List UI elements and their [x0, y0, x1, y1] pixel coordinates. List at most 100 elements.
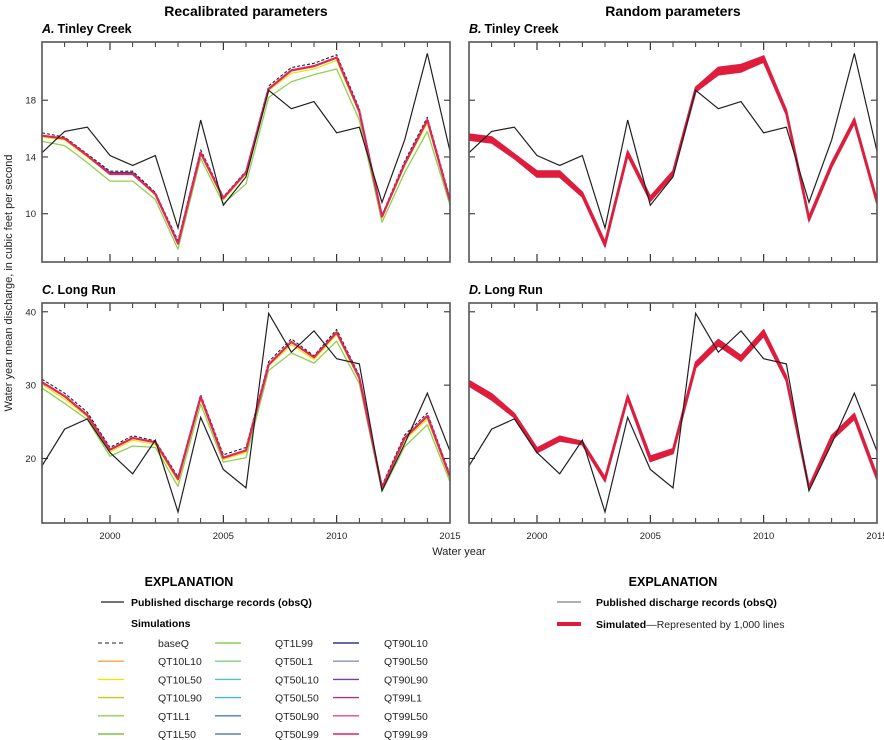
legend-item-qt90l50: QT90L50 [333, 656, 428, 668]
legend-label: QT50L99 [275, 729, 319, 740]
legend-label: QT1L1 [158, 711, 190, 723]
legend-label: QT99L50 [384, 711, 428, 723]
legend-label: QT90L10 [384, 638, 428, 650]
legend-item-qt50l90: QT50L90 [215, 711, 319, 723]
plot-frame [41, 41, 451, 263]
legend-sim-heading: Simulations [131, 618, 191, 630]
observed-line [42, 53, 450, 231]
observed-line [42, 311, 450, 515]
legend-label: QT50L90 [275, 711, 319, 723]
series-line-qt10l50 [42, 333, 450, 490]
y-tick-label: 30 [25, 381, 36, 392]
legend-item-qt99l99: QT99L99 [333, 729, 428, 740]
x-tick-label: 2000 [99, 531, 120, 542]
panel-letter: C. [42, 283, 55, 297]
legend-item-qt1l50: QT1L50 [98, 729, 196, 740]
column-title-random: Random parameters [605, 3, 741, 19]
x-tick-label: 2000 [526, 531, 547, 542]
legend-item-qt50l99: QT50L99 [215, 729, 319, 740]
series-line-qt90l10 [42, 56, 450, 245]
x-tick-label: 2015 [866, 531, 884, 542]
legend-item-qt1l99: QT1L99 [215, 638, 313, 650]
plot-frame [468, 302, 878, 524]
legend-sim-bold: Simulated [596, 619, 646, 631]
panel-site-name: Long Run [58, 283, 116, 297]
legend-sim-rest: —Represented by 1,000 lines [646, 619, 784, 631]
series-line-qt99l99 [42, 331, 450, 489]
simulated-band-shadow [469, 328, 877, 493]
panel-b: B. Tinley Creek [468, 22, 878, 263]
panel-site-name: Tinley Creek [485, 22, 559, 36]
legend-item-qt10l50: QT10L50 [98, 674, 202, 686]
legend-label: QT1L50 [158, 729, 196, 740]
y-tick-label: 40 [25, 307, 36, 318]
legend-label: QT99L99 [384, 729, 428, 740]
series-line-qt1l1 [42, 68, 450, 250]
series-line-baseq [42, 328, 450, 487]
legend-right-sim-label: Simulated—Represented by 1,000 lines [596, 619, 785, 631]
plot-area [469, 53, 877, 250]
legend-label: QT90L90 [384, 674, 428, 686]
legend-label: QT50L10 [275, 674, 319, 686]
legend-label: QT50L50 [275, 693, 319, 705]
panel-a: A. Tinley Creek 10 14 18 [25, 22, 451, 263]
legend-left-title: EXPLANATION [145, 575, 234, 589]
panel-d: D.Long Run 2000 2005 2010 2015 [468, 283, 884, 542]
legend-label: QT1L99 [275, 638, 313, 650]
legend-item-qt90l10: QT90L10 [333, 638, 428, 650]
legend-item-qt50l1: QT50L1 [215, 656, 313, 668]
panel-letter: A. [41, 22, 55, 36]
legend-label: QT99L1 [384, 693, 422, 705]
legend-item-qt1l1: QT1L1 [98, 711, 190, 723]
series-line-qt10l50 [42, 59, 450, 245]
legend-left: EXPLANATION Published discharge records … [98, 575, 428, 740]
panel-title: A. Tinley Creek [41, 22, 132, 36]
panel-site-name: Tinley Creek [58, 22, 132, 36]
plot-area [42, 311, 450, 515]
legend-label: QT10L10 [158, 656, 202, 668]
observed-line [469, 53, 877, 231]
y-tick-label: 20 [25, 454, 36, 465]
legend-item-qt10l90: QT10L90 [98, 693, 202, 705]
y-tick-label: 10 [25, 209, 36, 220]
plot-frame [41, 302, 451, 524]
legend-item-qt50l10: QT50L10 [215, 674, 319, 686]
observed-line [469, 311, 877, 515]
panel-title: C. Long Run [42, 283, 116, 297]
y-axis-label: Water year mean discharge, in cubic feet… [3, 154, 15, 411]
x-tick-label: 2010 [753, 531, 774, 542]
legend-obs-label: Published discharge records (obsQ) [131, 597, 312, 609]
panel-letter: B. [469, 22, 482, 36]
panel-site-name: Long Run [485, 283, 543, 297]
plot-frame [468, 41, 878, 263]
legend-left-items: baseQ QT10L10 QT10L50 QT10L90 QT1L1 QT1L50 QT1… [98, 638, 428, 740]
y-tick-label: 14 [25, 152, 36, 163]
x-tick-label: 2005 [213, 531, 234, 542]
x-tick-label: 2005 [640, 531, 661, 542]
column-title-recalibrated: Recalibrated parameters [164, 3, 328, 19]
legend-item-baseq: baseQ [98, 638, 189, 650]
panel-title: D. Long Run [469, 283, 543, 297]
legend-item-qt99l1: QT99L1 [333, 693, 422, 705]
series-line-qt90l10 [42, 331, 450, 489]
series-line-qt1l1 [42, 340, 450, 493]
legend-item-qt99l50: QT99L50 [333, 711, 428, 723]
x-tick-label: 2015 [439, 531, 460, 542]
panel-letter: D. [469, 283, 482, 297]
legend-label: QT90L50 [384, 656, 428, 668]
legend-item-qt50l50: QT50L50 [215, 693, 319, 705]
legend-item-qt90l90: QT90L90 [333, 674, 428, 686]
simulated-band-shadow [469, 54, 877, 250]
series-line-qt99l99 [42, 56, 450, 245]
y-tick-label: 18 [25, 96, 36, 107]
plot-area [469, 311, 877, 515]
legend-label: baseQ [158, 638, 189, 650]
legend-label: QT10L90 [158, 693, 202, 705]
legend-label: QT50L1 [275, 656, 313, 668]
simulated-band [469, 329, 877, 491]
legend-label: QT10L50 [158, 674, 202, 686]
x-tick-label: 2010 [326, 531, 347, 542]
simulated-band [469, 55, 877, 248]
